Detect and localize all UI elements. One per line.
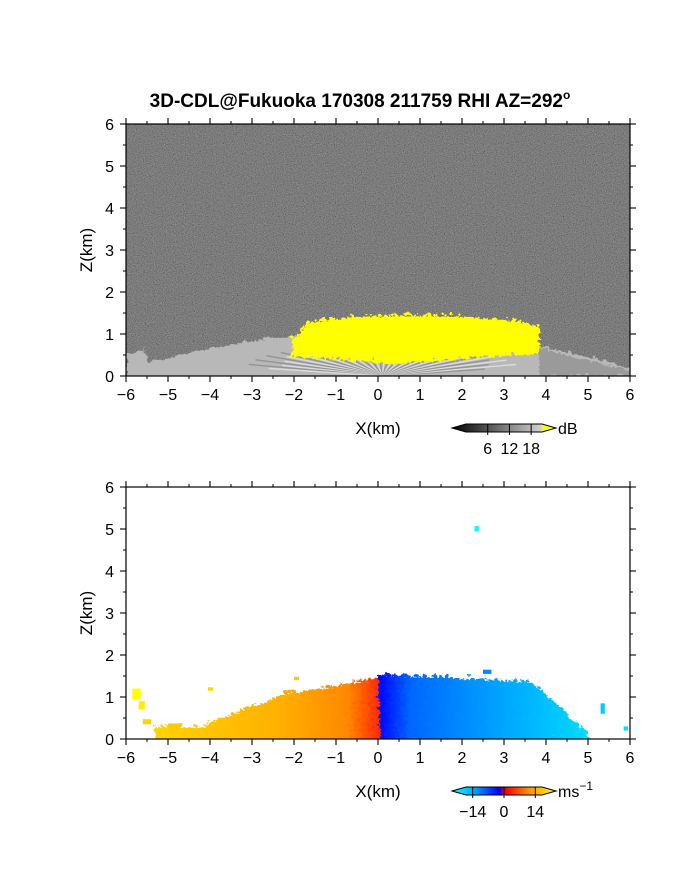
snr-x-tick-label: 4 (542, 387, 551, 404)
snr-saturated-layer (289, 313, 538, 362)
velocity-pixel (483, 669, 492, 674)
snr-radial-rays (248, 339, 516, 376)
velocity-x-tick-label: −4 (201, 750, 219, 767)
snr-y-tick-label: 0 (105, 369, 114, 386)
snr-y-tick-label: 6 (105, 117, 114, 134)
snr-colorbar-tick-label: 18 (522, 441, 540, 458)
snr-x-tick-label: −1 (327, 387, 345, 404)
velocity-x-tick-label: 4 (542, 750, 551, 767)
velocity-receding-region (375, 671, 588, 739)
figure-title: 3D-CDL@Fukuoka 170308 211759 RHI AZ=292o (150, 88, 571, 112)
velocity-x-tick-label: 6 (626, 750, 635, 767)
velocity-x-tick-label: −2 (285, 750, 303, 767)
velocity-colorbar-tick-label: −14 (459, 804, 486, 821)
velocity-pixel (623, 726, 628, 731)
velocity-x-tick-label: 2 (458, 750, 467, 767)
snr-x-tick-label: −2 (285, 387, 303, 404)
velocity-x-tick-label: 1 (416, 750, 425, 767)
velocity-pixel (600, 703, 605, 714)
velocity-pixel (294, 676, 300, 681)
velocity-x-tick-label: 3 (500, 750, 509, 767)
snr-colorbar: 6 12 18 dB (450, 421, 578, 458)
snr-x-tick-label: −5 (159, 387, 177, 404)
snr-x-tick-label: −4 (201, 387, 219, 404)
snr-y-tick-label: 4 (105, 201, 114, 218)
snr-x-tick-label: 1 (416, 387, 425, 404)
snr-x-tick-label: 6 (626, 387, 635, 404)
velocity-y-tick-label: 4 (105, 564, 114, 581)
snr-colorbar-bar (450, 423, 558, 433)
velocity-panel: −6 −5 −4 −3 −2 −1 0 1 2 3 4 5 6 0 1 2 3 4 5 6 X(km) Z(km) −… (77, 480, 636, 821)
velocity-x-axis-label: X(km) (355, 782, 400, 801)
snr-x-tick-label: −3 (243, 387, 261, 404)
velocity-y-tick-label: 1 (105, 690, 114, 707)
velocity-y-tick-label: 3 (105, 606, 114, 623)
snr-axis-ticks: −6 −5 −4 −3 −2 −1 0 1 2 3 4 5 6 0 1 2 3 4 5 6 (105, 117, 636, 404)
snr-y-tick-label: 2 (105, 285, 114, 302)
velocity-colorbar-tick-label: 14 (526, 804, 544, 821)
snr-heatmap (126, 124, 630, 376)
velocity-y-tick-label: 2 (105, 648, 114, 665)
velocity-pixel (142, 719, 152, 725)
snr-colorbar-tick-label: 12 (501, 441, 519, 458)
velocity-colorbar-tick-label: 0 (500, 804, 509, 821)
velocity-axis-ticks: −6 −5 −4 −3 −2 −1 0 1 2 3 4 5 6 0 1 2 3 4 5 6 (105, 480, 636, 767)
snr-y-tick-label: 3 (105, 243, 114, 260)
velocity-x-tick-label: −3 (243, 750, 261, 767)
velocity-x-tick-label: −1 (327, 750, 345, 767)
velocity-scattered-pixels (132, 526, 628, 731)
velocity-x-tick-label: −5 (159, 750, 177, 767)
velocity-pixel (474, 526, 479, 532)
velocity-x-tick-label: −6 (117, 750, 135, 767)
velocity-pixel (132, 688, 141, 700)
velocity-pixel (168, 723, 181, 729)
snr-x-tick-label: 0 (374, 387, 383, 404)
snr-ray (268, 367, 383, 376)
velocity-heatmap (132, 526, 628, 739)
snr-y-tick-label: 5 (105, 159, 114, 176)
snr-low-signal-right (537, 346, 630, 374)
snr-x-tick-label: −6 (117, 387, 135, 404)
snr-colorbar-tick-label: 6 (483, 441, 492, 458)
velocity-y-tick-label: 5 (105, 522, 114, 539)
velocity-colorbar: −14 0 14 ms−1 (450, 779, 593, 821)
snr-x-tick-label: 2 (458, 387, 467, 404)
snr-colorbar-unit: dB (558, 421, 578, 438)
velocity-y-tick-label: 6 (105, 480, 114, 497)
velocity-x-tick-label: 5 (584, 750, 593, 767)
snr-x-axis-label: X(km) (355, 419, 400, 438)
velocity-y-axis-label: Z(km) (77, 591, 96, 635)
velocity-approaching-region (151, 675, 381, 739)
velocity-pixel (207, 687, 213, 691)
velocity-colorbar-unit: ms−1 (558, 779, 593, 801)
snr-y-axis-label: Z(km) (77, 228, 96, 272)
velocity-y-tick-label: 0 (105, 732, 114, 749)
velocity-pixel (138, 701, 145, 710)
snr-x-tick-label: 5 (584, 387, 593, 404)
snr-x-tick-label: 3 (500, 387, 509, 404)
velocity-x-tick-label: 0 (374, 750, 383, 767)
snr-y-tick-label: 1 (105, 327, 114, 344)
